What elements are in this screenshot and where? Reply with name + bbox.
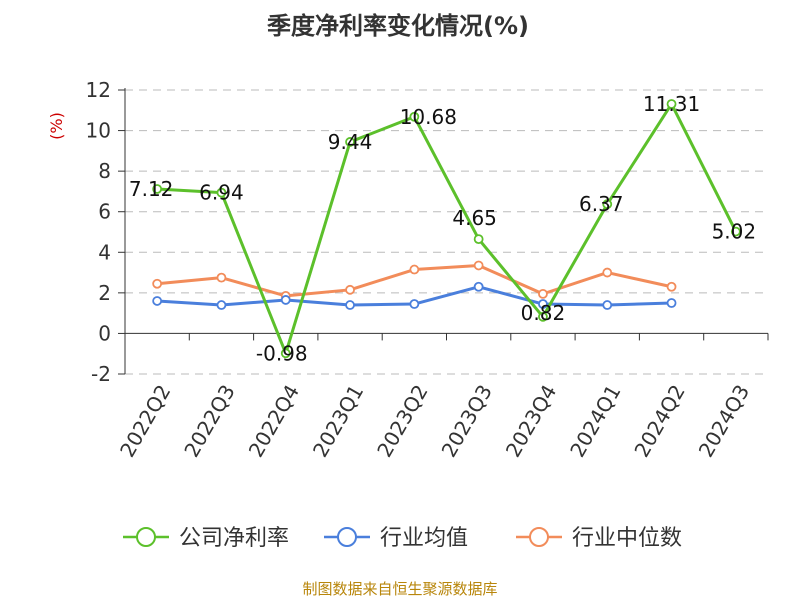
data-point: [345, 300, 355, 310]
data-labels: 7.12 6.94 -0.98 9.44 10.68 4.65 0.82 6.37 11.31 5…: [129, 92, 756, 365]
data-point: [666, 298, 677, 308]
x-tick-labels: 2022Q2 2022Q3 2022Q4 2023Q1 2023Q2 2023Q3 2023…: [115, 381, 754, 462]
data-label: 6.37: [579, 192, 624, 216]
data-label: 11.31: [643, 92, 700, 116]
data-label: 0.82: [521, 301, 566, 325]
data-point: [666, 281, 677, 292]
y-tick-label: 0: [98, 321, 111, 345]
chart-title: 季度净利率变化情况(%): [267, 12, 529, 40]
data-label: -0.98: [256, 341, 308, 365]
data-point: [730, 226, 741, 237]
data-label: 4.65: [452, 206, 497, 230]
legend: 公司净利率 行业均值 行业中位数: [123, 526, 682, 551]
axes: [118, 88, 769, 375]
data-label: 7.12: [129, 177, 174, 201]
y-tick-label: 4: [98, 240, 111, 264]
data-point: [409, 264, 420, 275]
x-tick-label: 2024Q1: [565, 381, 625, 462]
data-point: [538, 299, 548, 309]
data-point: [409, 111, 420, 122]
data-point: [280, 348, 291, 359]
x-tick-label: 2023Q2: [372, 381, 432, 462]
legend-swatch-marker: [337, 527, 357, 547]
data-point: [152, 278, 163, 289]
data-point: [538, 288, 548, 299]
data-label: 5.02: [712, 220, 757, 244]
data-label: 6.94: [199, 181, 244, 205]
data-point: [280, 295, 291, 305]
x-tick-label: 2023Q1: [308, 381, 368, 462]
y-tick-label: 10: [86, 119, 111, 143]
y-tick-label: 12: [86, 78, 111, 102]
data-label: 9.44: [328, 130, 373, 154]
data-point: [602, 267, 613, 278]
legend-swatch-marker: [136, 527, 156, 547]
x-tick-label: 2022Q4: [244, 381, 304, 462]
data-point: [602, 300, 613, 310]
data-point: [345, 137, 355, 147]
x-tick-label: 2024Q3: [694, 381, 754, 462]
source-note: 制图数据来自恒生聚源数据库: [302, 580, 497, 598]
x-tick-label: 2022Q3: [179, 381, 239, 462]
y-axis-unit-label: (%): [47, 112, 66, 140]
data-point: [216, 272, 227, 283]
data-point: [345, 284, 355, 295]
data-label: 10.68: [400, 105, 457, 129]
data-point: [666, 99, 677, 109]
data-point: [152, 296, 163, 306]
series-layer: [152, 99, 741, 359]
legend-label: 行业均值: [380, 526, 468, 551]
data-point: [602, 199, 613, 210]
data-point: [216, 300, 227, 310]
y-tick-label: -2: [91, 362, 111, 386]
y-tick-label: 6: [98, 200, 111, 224]
data-point: [409, 299, 420, 309]
y-tick-label: 8: [98, 159, 111, 183]
data-point: [473, 234, 484, 245]
data-point: [538, 311, 548, 322]
data-point: [473, 281, 484, 292]
gridlines: [125, 89, 768, 375]
x-tick-label: 2023Q3: [437, 381, 497, 462]
y-tick-label: 2: [98, 281, 111, 305]
data-point: [473, 260, 484, 271]
y-tick-labels: 12 10 8 6 4 2 0 -2: [86, 78, 111, 386]
x-tick-label: 2022Q2: [115, 381, 175, 462]
legend-label: 行业中位数: [572, 526, 682, 551]
x-tick-label: 2023Q4: [501, 381, 561, 462]
data-point: [216, 187, 227, 198]
legend-swatch-marker: [529, 527, 549, 547]
data-point: [152, 184, 163, 194]
series-line-0: [157, 102, 738, 355]
legend-label: 公司净利率: [179, 526, 289, 551]
x-tick-label: 2024Q2: [629, 381, 689, 462]
